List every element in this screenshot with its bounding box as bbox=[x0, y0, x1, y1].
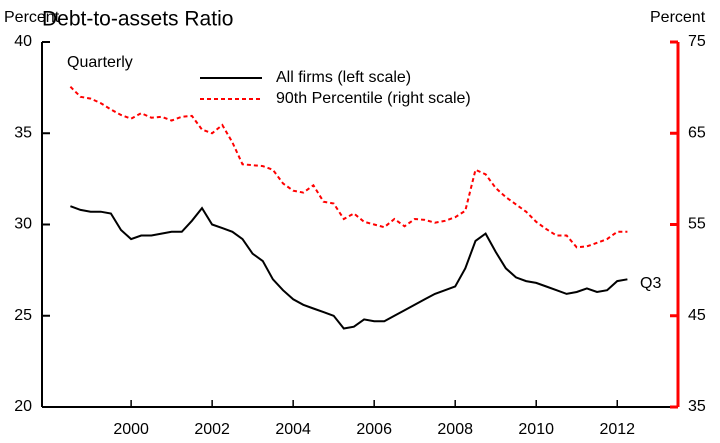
x-tick-label: 2004 bbox=[275, 421, 311, 438]
y2-tick-label: 65 bbox=[688, 124, 706, 141]
series-line bbox=[70, 205, 628, 330]
x-tick-label: 2010 bbox=[518, 421, 554, 438]
y-tick-label: 20 bbox=[14, 398, 32, 415]
y2-tick-label: 75 bbox=[688, 33, 706, 50]
y2-tick-label: 55 bbox=[688, 216, 706, 233]
y-axis-label: Percent bbox=[4, 9, 60, 26]
x-tick-label: 2000 bbox=[113, 421, 149, 438]
annotation: Quarterly bbox=[67, 54, 133, 71]
y-tick-label: 35 bbox=[14, 124, 32, 141]
y2-axis-label: Percent bbox=[650, 9, 706, 26]
legend-label: 90th Percentile (right scale) bbox=[276, 90, 471, 107]
y2-tick-label: 45 bbox=[688, 307, 706, 324]
y2-tick-label: 35 bbox=[688, 398, 706, 415]
x-tick-label: 2006 bbox=[356, 421, 392, 438]
x-tick-label: 2002 bbox=[194, 421, 230, 438]
x-tick-label: 2008 bbox=[437, 421, 473, 438]
annotation: Q3 bbox=[640, 275, 661, 292]
y-tick-label: 40 bbox=[14, 33, 32, 50]
legend-label: All firms (left scale) bbox=[276, 69, 411, 86]
series-line bbox=[69, 85, 628, 249]
y-tick-label: 25 bbox=[14, 307, 32, 324]
y-tick-label: 30 bbox=[14, 216, 32, 233]
x-tick-label: 2012 bbox=[599, 421, 635, 438]
chart-title: Debt-to-assets Ratio bbox=[42, 8, 233, 31]
